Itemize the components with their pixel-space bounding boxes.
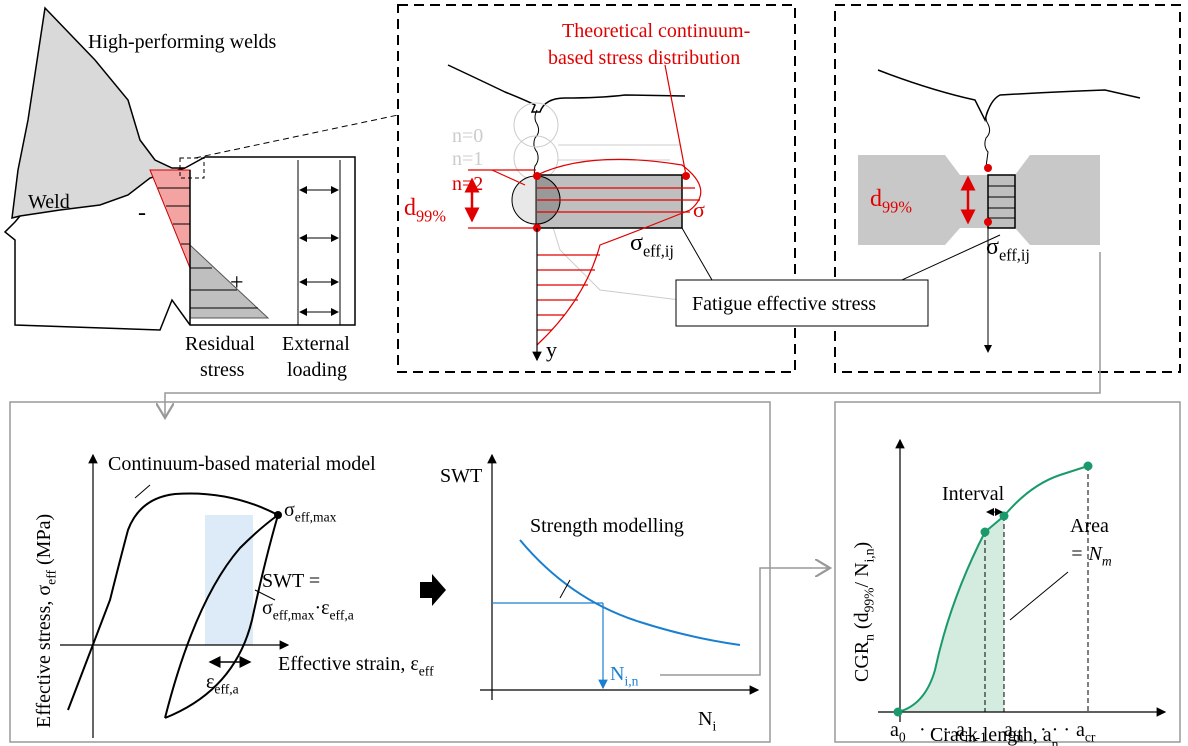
subscript: eff,ij [643,242,674,261]
amplitude-label: εeff,a [206,671,239,697]
subscript: eff,a [214,682,238,697]
model-label: Continuum-based material model [108,453,376,475]
weld-label: Weld [28,191,70,213]
zoom-line [195,115,398,158]
residual-label: stress [200,359,245,381]
material-chart: Continuum-based material model Effective… [33,453,434,738]
area-label: Area [1070,515,1109,537]
label-part: σ [262,597,273,619]
label-part: d [870,186,882,212]
subscript: i,n [624,674,638,689]
layer-label: n=0 [452,125,483,147]
label-part: / N [851,562,873,587]
external-loading [298,160,340,325]
label-part: Effective strain, ε [278,653,419,675]
sigma-eff-label: σeff,ij [986,234,1030,265]
peak-label: σeff,max [284,499,337,525]
label-part: CGR [851,640,873,682]
subscript: cr [1085,730,1096,745]
subscript: eff,max [273,608,315,623]
theory-label: based stress distribution [548,47,740,69]
subscript: eff [419,664,434,679]
curve-label: Strength modelling [530,515,684,537]
subscript: i,n [862,548,877,562]
minus-sign: - [138,200,146,226]
plus-sign: + [230,270,244,296]
x-axis-label: Effective strain, εeff [278,653,434,679]
callout-text: Fatigue effective stress [692,293,876,315]
external-label: loading [287,359,347,381]
label-part: N [698,708,712,730]
axis-label: y [546,337,557,362]
callout-leader [682,228,712,280]
flow-arrow [420,574,446,606]
weld-title: High-performing welds [88,31,277,53]
label-part: ε [206,671,214,693]
weld-panel: High-performing welds Weld - + Residual … [5,8,398,381]
label-part: ·ε [314,597,329,619]
sigma-eff-label: σeff,ij [630,230,674,261]
x-axis-label: Ni [698,708,716,734]
label-part: σ [284,499,295,521]
swt-label: SWT = [262,570,320,592]
theory-label: Theoretical continuum- [562,20,750,42]
subscript: n [1052,737,1059,746]
connector [660,568,830,675]
y-axis-label: CGRn (d99%/ Ni,n) [851,542,877,682]
label-part: σ [630,230,643,256]
subscript: i [712,719,716,734]
label-part: Crack length, a [930,724,1052,746]
surface-line [878,70,1140,120]
label-part: a [890,719,899,741]
label-part: Effective stress, σ [33,585,55,728]
subscript: 99% [416,207,446,226]
layer-label: n=2 [452,173,483,195]
subscript: eff,a [330,608,354,623]
swt-label: σeff,max·εeff,a [262,597,354,623]
label-part: (MPa) [33,514,55,570]
sigma-label: σ [693,197,705,222]
x-tick-label: a0 [890,719,906,745]
label-part: d [404,195,416,221]
subscript: 99% [862,587,877,612]
interval-label: Interval [942,483,1005,505]
surface-line [448,65,685,112]
label-part: σ [986,234,999,260]
label-part: (d [851,612,873,634]
area-label: = Nm [1070,543,1112,569]
external-label: External [282,333,350,355]
strength-chart: SWT Strength modelling Ni,n Ni [440,455,758,734]
subscript: 99% [882,198,912,217]
crack-chart: Interval Area = Nm CGRn (d99%/ Ni,n) a0 … [851,440,1165,746]
label-part: = [1070,543,1089,565]
label-part: N [610,663,624,685]
depth-label: d99% [404,195,446,226]
panel-frame [835,402,1180,742]
residual-label: Residual [185,333,255,355]
life-label: Ni,n [610,663,639,689]
subscript: eff [44,570,59,585]
tension-zone [190,245,268,318]
y-axis-label: SWT [440,465,482,487]
compression-zone [150,170,190,268]
subscript: m [1102,554,1112,569]
label-part: ) [851,542,873,549]
x-axis-label: Crack length, an [930,724,1059,746]
label-part: a [1076,719,1085,741]
layer-label: n=1 [452,148,483,170]
amplitude-band [205,515,253,645]
x-tick-label: acr [1076,719,1096,745]
diagram: High-performing welds Weld - + Residual … [0,0,1188,746]
subscript: eff,ij [999,246,1030,265]
subscript: eff,max [295,510,337,525]
y-axis-label: Effective stress, σeff (MPa) [33,514,59,728]
subscript: 0 [899,730,906,745]
